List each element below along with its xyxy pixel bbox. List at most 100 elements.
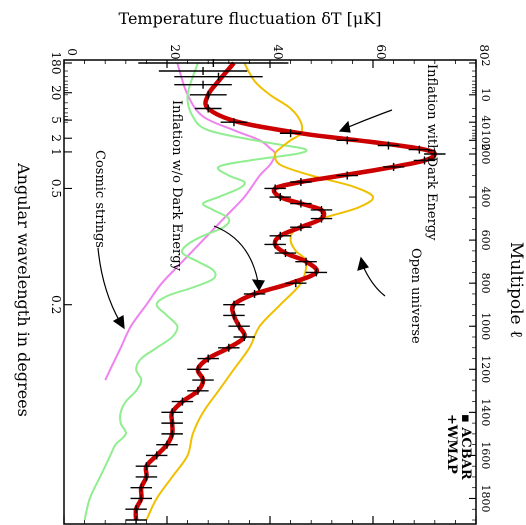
data-point bbox=[135, 472, 158, 481]
data-point bbox=[187, 365, 209, 374]
data-point bbox=[424, 150, 446, 158]
data-point bbox=[192, 376, 214, 385]
annotation-cosmic-strings-text: Cosmic strings bbox=[92, 150, 107, 248]
data-point bbox=[290, 199, 312, 208]
data-point bbox=[158, 67, 248, 76]
x-tick-label: 100 bbox=[479, 130, 492, 151]
data-point bbox=[145, 451, 168, 460]
data-point bbox=[264, 184, 286, 193]
secondary-tick-label: 180 bbox=[49, 52, 63, 75]
data-point bbox=[135, 462, 158, 471]
series-no-dark-energy bbox=[83, 62, 308, 521]
secondary-tick-label: 0.5 bbox=[49, 179, 63, 198]
data-point bbox=[269, 231, 292, 240]
data-point bbox=[187, 386, 209, 395]
data-point bbox=[290, 177, 312, 186]
data-point bbox=[413, 156, 436, 165]
tick-group: 0 20 40 60 802104010020040060080010001200140… bbox=[49, 44, 492, 524]
x-tick-label: 600 bbox=[479, 230, 492, 251]
data-point bbox=[243, 289, 266, 298]
annotation-inflation-no-dark-energy: Inflation w/o Dark Energy bbox=[169, 100, 184, 272]
data-point bbox=[223, 300, 245, 309]
data-point bbox=[305, 268, 328, 277]
data-points-layer bbox=[125, 59, 446, 524]
secondary-tick-label: 20 bbox=[49, 85, 63, 100]
secondary-tick-label: 5 bbox=[49, 116, 63, 124]
arrowhead-open-universe bbox=[357, 256, 370, 271]
secondary-tick-label: 2 bbox=[49, 134, 63, 142]
data-point bbox=[194, 104, 222, 113]
data-point bbox=[125, 516, 147, 524]
data-point bbox=[138, 59, 289, 67]
x-axis-title: Multipole ℓ bbox=[506, 242, 526, 338]
series-layer bbox=[83, 61, 438, 521]
arrowhead-cosmic-strings bbox=[112, 315, 125, 330]
arrow-open-universe bbox=[362, 265, 386, 297]
data-point bbox=[377, 141, 400, 150]
legend-acbar: ▪ ACBAR bbox=[458, 414, 473, 480]
data-point bbox=[279, 129, 302, 138]
data-point bbox=[174, 72, 263, 81]
y-tick-label: 80 bbox=[477, 44, 491, 59]
data-point bbox=[197, 354, 219, 363]
x-tick-label: 40 bbox=[479, 115, 492, 129]
annotation-cosmic-strings: Cosmic strings bbox=[92, 150, 107, 248]
secondary-tick-label: 1 bbox=[49, 148, 63, 156]
data-point bbox=[408, 145, 431, 154]
y-tick-label: 0 bbox=[65, 48, 79, 56]
data-point bbox=[382, 162, 405, 171]
annotation-arrows bbox=[97, 109, 393, 330]
x-tick-label: 2 bbox=[479, 60, 492, 67]
x-tick-label: 800 bbox=[479, 273, 492, 294]
arrow-no-dark-energy bbox=[213, 225, 259, 283]
y-tick-label: 20 bbox=[168, 44, 182, 59]
data-point bbox=[125, 505, 147, 514]
data-point bbox=[233, 333, 255, 341]
data-point bbox=[269, 193, 292, 202]
x-tick-label: 1400 bbox=[479, 398, 492, 426]
arrowhead-no-dark-energy bbox=[251, 279, 265, 292]
data-point bbox=[161, 419, 183, 428]
data-point bbox=[336, 136, 358, 145]
data-point bbox=[223, 311, 245, 320]
annotation-open-universe-text: Open universe bbox=[408, 248, 423, 344]
data-point bbox=[189, 90, 227, 99]
annotation-no-dark-energy-text: Inflation w/o Dark Energy bbox=[169, 100, 184, 272]
x-tick-label: 1000 bbox=[479, 312, 492, 340]
data-point bbox=[285, 279, 307, 288]
x-tick-label: 400 bbox=[479, 187, 492, 208]
annotation-dark-energy-text: Inflation with Dark Energy bbox=[424, 64, 439, 241]
data-point bbox=[130, 483, 152, 492]
annotation-inflation-dark-energy: Inflation with Dark Energy bbox=[424, 64, 439, 241]
series-cosmic-strings bbox=[104, 62, 277, 381]
data-point bbox=[156, 440, 178, 449]
data-point bbox=[130, 494, 152, 503]
data-point bbox=[228, 322, 250, 331]
y-tick-label: 40 bbox=[271, 44, 285, 59]
data-point bbox=[264, 240, 286, 249]
secondary-tick-label: 0.2 bbox=[49, 295, 63, 314]
arrow-dark-energy bbox=[345, 109, 393, 129]
x-tick-label: 200 bbox=[479, 144, 492, 165]
data-point bbox=[295, 257, 317, 266]
x-tick-label: 10 bbox=[479, 88, 492, 102]
x-tick-label: 1200 bbox=[479, 355, 492, 383]
data-point bbox=[274, 249, 297, 258]
y-axis-title: Temperature fluctuation δT [μK] bbox=[119, 9, 382, 28]
secondary-axis-title: Angular wavelength in degrees bbox=[14, 162, 33, 417]
legend: +WMAP ▪ ACBAR bbox=[444, 414, 473, 480]
data-point bbox=[171, 397, 194, 406]
legend-wmap: +WMAP bbox=[444, 414, 459, 474]
arrowhead-dark-energy bbox=[338, 120, 351, 133]
data-point bbox=[336, 171, 358, 180]
arrow-cosmic-strings bbox=[97, 247, 121, 323]
data-point bbox=[220, 118, 248, 127]
data-point bbox=[174, 80, 232, 89]
data-point bbox=[218, 343, 240, 352]
annotation-open-universe: Open universe bbox=[408, 248, 423, 344]
data-point bbox=[161, 429, 183, 438]
data-point bbox=[310, 205, 333, 214]
x-tick-label: 1800 bbox=[479, 484, 492, 512]
x-tick-label: 1600 bbox=[479, 441, 492, 469]
